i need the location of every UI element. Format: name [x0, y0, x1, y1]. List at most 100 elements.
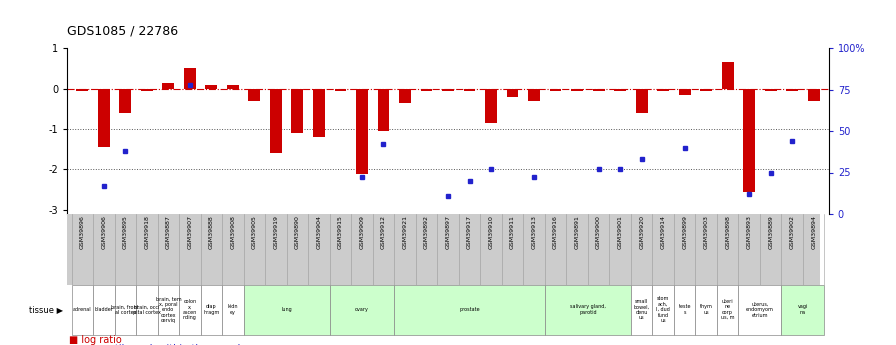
- Bar: [658, 89, 669, 91]
- Text: GSM39903: GSM39903: [703, 215, 709, 249]
- Text: GSM39905: GSM39905: [252, 215, 257, 249]
- Text: brain, occi
pital cortex: brain, occi pital cortex: [133, 304, 160, 315]
- Text: colon
x,
ascen
nding: colon x, ascen nding: [183, 299, 197, 320]
- Bar: [244, 285, 330, 335]
- Text: GSM39896: GSM39896: [80, 215, 85, 249]
- Text: ovary: ovary: [355, 307, 369, 312]
- Text: teste
s: teste s: [678, 304, 691, 315]
- Text: GSM39919: GSM39919: [273, 215, 279, 249]
- Text: GSM39911: GSM39911: [510, 215, 515, 249]
- Text: GSM39909: GSM39909: [359, 215, 365, 249]
- Bar: [98, 89, 109, 147]
- Text: small
bowel,
denu
us: small bowel, denu us: [633, 299, 650, 320]
- Bar: [270, 89, 282, 153]
- Bar: [184, 68, 195, 89]
- Text: GSM39890: GSM39890: [295, 215, 300, 249]
- Bar: [738, 285, 781, 335]
- Bar: [179, 285, 201, 335]
- Bar: [528, 89, 540, 101]
- Text: GSM39914: GSM39914: [660, 215, 666, 249]
- Text: GSM39907: GSM39907: [187, 215, 193, 249]
- Bar: [442, 89, 454, 91]
- Bar: [141, 89, 152, 91]
- Text: kidn
ey: kidn ey: [228, 304, 238, 315]
- Bar: [222, 285, 244, 335]
- Bar: [717, 285, 738, 335]
- Text: diap
hragm: diap hragm: [203, 304, 220, 315]
- Bar: [93, 285, 115, 335]
- Text: bladder: bladder: [94, 307, 113, 312]
- Text: GSM39906: GSM39906: [101, 215, 107, 249]
- Bar: [313, 89, 325, 137]
- Text: GSM39913: GSM39913: [531, 215, 537, 249]
- Bar: [162, 83, 174, 89]
- Bar: [631, 285, 652, 335]
- Text: GSM39920: GSM39920: [639, 215, 644, 249]
- Bar: [394, 285, 545, 335]
- Text: stom
ach,
I, dud
fund
us: stom ach, I, dud fund us: [656, 296, 670, 323]
- Text: GSM39899: GSM39899: [682, 215, 687, 249]
- Bar: [205, 86, 217, 89]
- Bar: [377, 89, 390, 131]
- Text: salivary gland,
parotid: salivary gland, parotid: [570, 304, 606, 315]
- Bar: [695, 285, 717, 335]
- Text: ■ log ratio: ■ log ratio: [69, 335, 122, 345]
- Bar: [420, 89, 433, 91]
- Bar: [248, 89, 261, 101]
- Text: GSM39900: GSM39900: [596, 215, 601, 249]
- Bar: [334, 89, 347, 91]
- Text: GSM39887: GSM39887: [166, 215, 171, 249]
- Bar: [158, 285, 179, 335]
- Bar: [291, 89, 304, 133]
- Text: prostate: prostate: [460, 307, 480, 312]
- Text: adrenal: adrenal: [73, 307, 91, 312]
- Text: GSM39915: GSM39915: [338, 215, 343, 249]
- Text: GSM39918: GSM39918: [144, 215, 150, 249]
- Bar: [463, 89, 476, 91]
- Bar: [679, 89, 691, 95]
- Text: GSM39912: GSM39912: [381, 215, 386, 249]
- Text: brain, tem
x, poral
endo
cortex
cerviq: brain, tem x, poral endo cortex cerviq: [156, 296, 181, 323]
- Text: GSM39893: GSM39893: [746, 215, 752, 249]
- Text: GSM39897: GSM39897: [445, 215, 451, 249]
- Text: vagi
na: vagi na: [797, 304, 808, 315]
- Bar: [744, 89, 755, 192]
- Bar: [399, 89, 411, 103]
- Text: GSM39894: GSM39894: [811, 215, 816, 249]
- Bar: [506, 89, 519, 97]
- Bar: [549, 89, 562, 91]
- Text: GSM39904: GSM39904: [316, 215, 322, 249]
- Bar: [808, 89, 820, 101]
- Bar: [545, 285, 631, 335]
- Bar: [635, 89, 648, 113]
- Text: GDS1085 / 22786: GDS1085 / 22786: [67, 25, 178, 38]
- Bar: [201, 285, 222, 335]
- Bar: [136, 285, 158, 335]
- Text: uteri
ne
corp
us, m: uteri ne corp us, m: [721, 299, 735, 320]
- Text: GSM39888: GSM39888: [209, 215, 214, 249]
- Bar: [119, 89, 131, 113]
- Bar: [72, 285, 93, 335]
- Bar: [652, 285, 674, 335]
- Bar: [485, 89, 497, 123]
- Text: GSM39895: GSM39895: [123, 215, 128, 249]
- Bar: [765, 89, 777, 91]
- Text: GSM39889: GSM39889: [768, 215, 773, 249]
- Bar: [330, 285, 394, 335]
- Text: GSM39892: GSM39892: [424, 215, 429, 249]
- Text: GSM39898: GSM39898: [725, 215, 730, 249]
- Bar: [674, 285, 695, 335]
- Text: GSM39908: GSM39908: [230, 215, 236, 249]
- Text: GSM39901: GSM39901: [617, 215, 623, 249]
- Text: GSM39917: GSM39917: [467, 215, 472, 249]
- Bar: [227, 85, 238, 89]
- Bar: [701, 89, 712, 91]
- Bar: [722, 62, 734, 89]
- Text: GSM39902: GSM39902: [789, 215, 795, 249]
- Text: GSM39910: GSM39910: [488, 215, 494, 249]
- Bar: [115, 285, 136, 335]
- Text: lung: lung: [281, 307, 292, 312]
- Text: GSM39891: GSM39891: [574, 215, 580, 249]
- Bar: [571, 89, 583, 91]
- Text: GSM39916: GSM39916: [553, 215, 558, 249]
